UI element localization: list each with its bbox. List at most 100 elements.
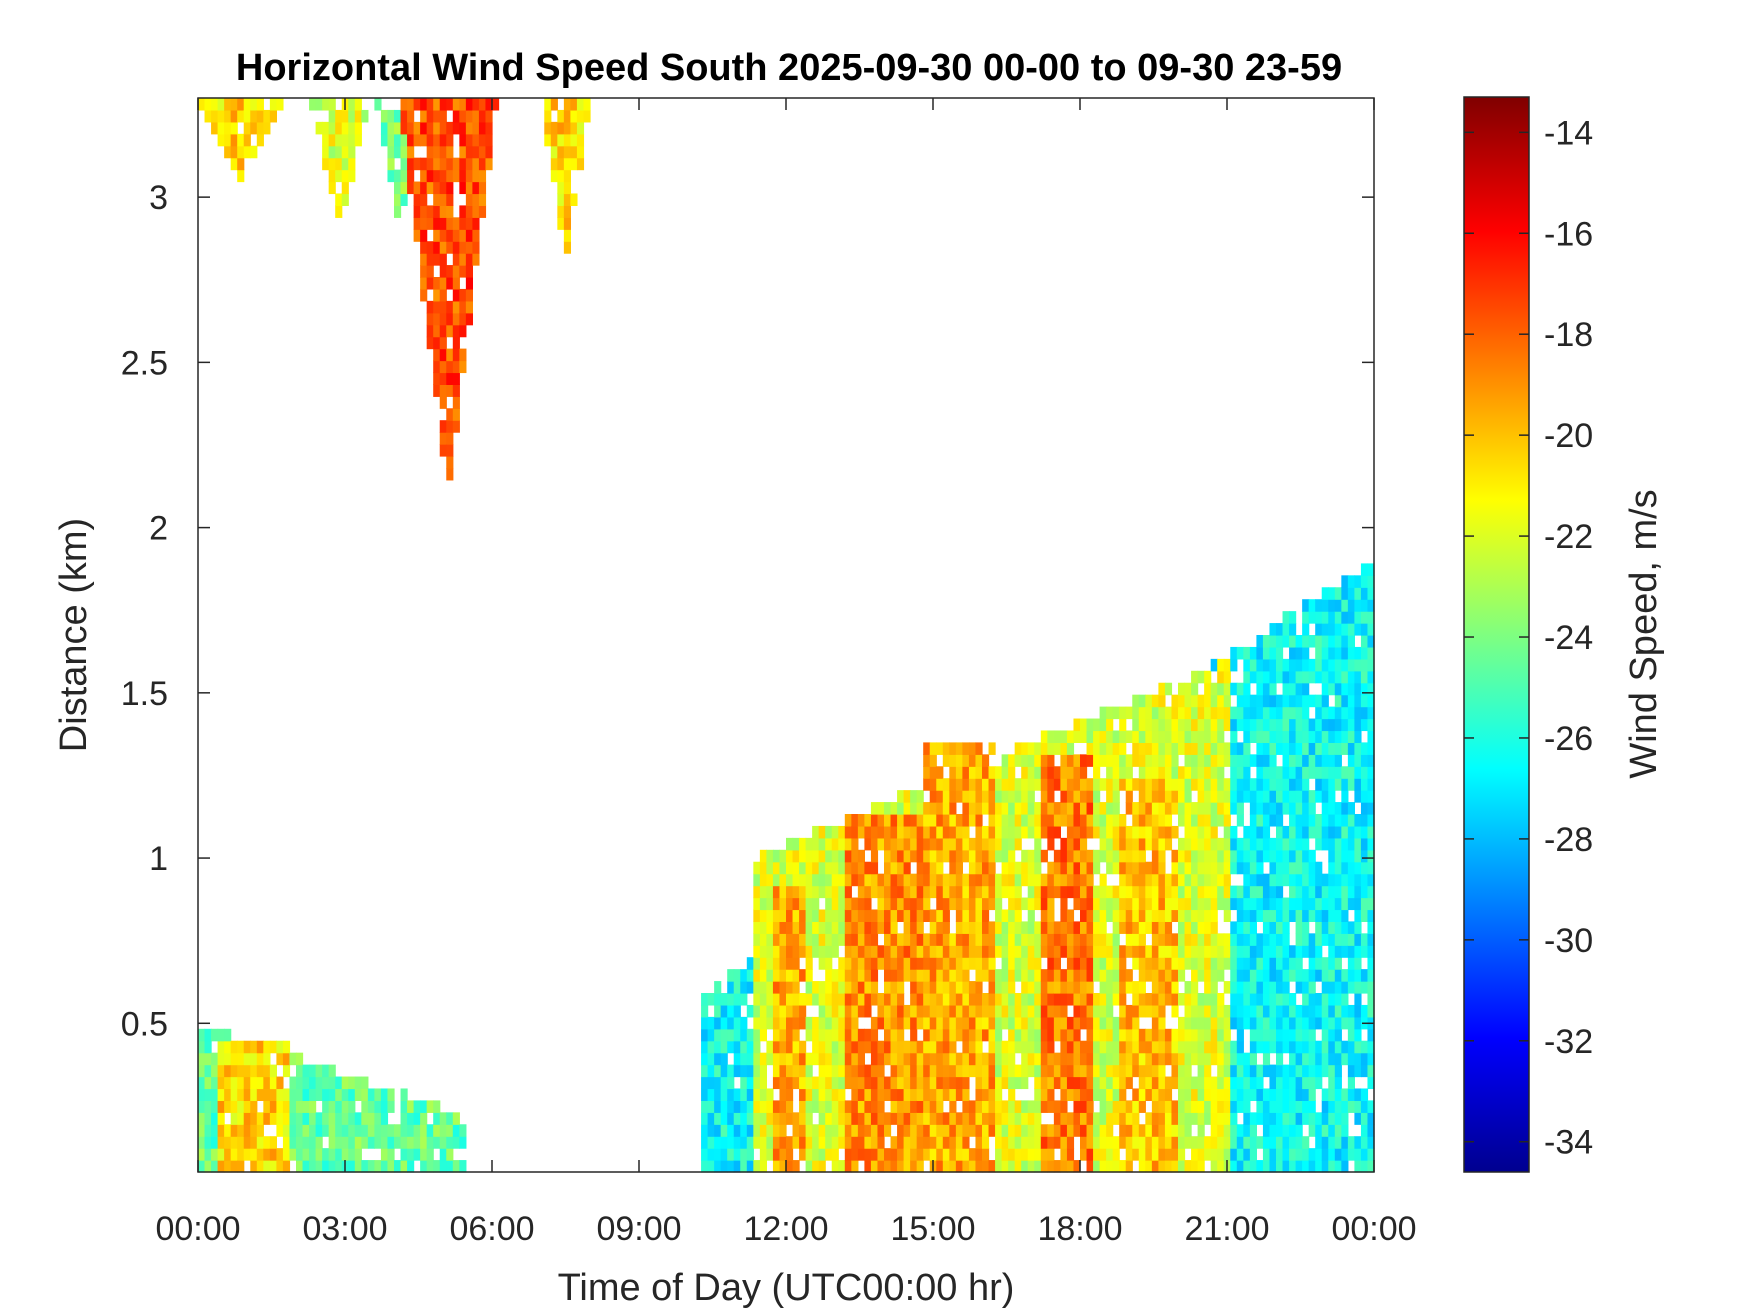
- heatmap-cell: [1210, 706, 1218, 720]
- heatmap-cell: [1171, 981, 1179, 994]
- heatmap-cell: [831, 885, 839, 899]
- heatmap-cell: [1262, 969, 1271, 982]
- heatmap-cell: [1040, 742, 1048, 755]
- heatmap-cell: [857, 1064, 865, 1078]
- heatmap-cell: [1158, 981, 1166, 994]
- heatmap-cell: [701, 1040, 709, 1054]
- heatmap-cell: [740, 1064, 748, 1078]
- heatmap-cell: [243, 109, 251, 123]
- heatmap-cell: [439, 432, 447, 445]
- heatmap-cell: [1204, 1076, 1212, 1090]
- heatmap-cell: [1367, 778, 1375, 791]
- heatmap-cell: [844, 1028, 852, 1042]
- heatmap-cell: [844, 1076, 852, 1090]
- heatmap-cell: [1053, 1100, 1061, 1113]
- heatmap-cell: [759, 909, 767, 922]
- heatmap-cell: [1347, 682, 1355, 696]
- heatmap-cell: [982, 825, 990, 839]
- heatmap-cell: [838, 1136, 846, 1149]
- heatmap-cell: [1021, 1028, 1029, 1042]
- heatmap-cell: [1093, 1004, 1101, 1018]
- heatmap-cell: [1145, 1064, 1153, 1078]
- heatmap-cell: [1066, 1124, 1075, 1137]
- heatmap-cell: [884, 957, 892, 970]
- heatmap-cell: [1171, 1052, 1179, 1066]
- heatmap-cell: [1047, 873, 1055, 887]
- heatmap-cell: [786, 1112, 794, 1125]
- heatmap-cell: [1262, 646, 1271, 660]
- heatmap-cell: [1269, 1100, 1277, 1113]
- heatmap-cell: [1256, 969, 1264, 982]
- heatmap-cell: [1164, 957, 1173, 970]
- heatmap-cell: [1308, 718, 1316, 732]
- heatmap-cell: [1060, 790, 1068, 803]
- heatmap-cell: [413, 98, 421, 111]
- heatmap-cell: [1112, 1100, 1120, 1113]
- heatmap-cell: [1354, 599, 1362, 612]
- x-tick-label: 12:00: [743, 1210, 828, 1248]
- heatmap-cell: [1125, 754, 1133, 767]
- heatmap-cell: [929, 742, 937, 755]
- heatmap-cell: [1171, 957, 1179, 970]
- heatmap-cell: [485, 145, 493, 159]
- heatmap-cell: [1066, 1052, 1075, 1066]
- heatmap-cell: [263, 1040, 271, 1054]
- heatmap-cell: [1256, 670, 1264, 684]
- heatmap-cell: [897, 945, 905, 958]
- x-axis-label: Time of Day (UTC00:00 hr): [558, 1267, 1015, 1309]
- heatmap-cell: [1125, 1100, 1133, 1113]
- heatmap-cell: [315, 1112, 323, 1125]
- heatmap-cell: [1256, 790, 1264, 803]
- heatmap-cell: [740, 1088, 748, 1101]
- heatmap-cell: [916, 1100, 924, 1113]
- heatmap-cell: [452, 253, 460, 266]
- heatmap-cell: [995, 1112, 1003, 1125]
- heatmap-cell: [1341, 730, 1349, 743]
- heatmap-cell: [1138, 1100, 1146, 1113]
- heatmap-cell: [1289, 706, 1297, 720]
- heatmap-cell: [1001, 945, 1009, 958]
- heatmap-cell: [1008, 849, 1016, 863]
- heatmap-cell: [1158, 718, 1166, 732]
- heatmap-cell: [1014, 1136, 1022, 1149]
- heatmap-cell: [753, 1052, 761, 1066]
- heatmap-cell: [714, 1040, 722, 1054]
- heatmap-cell: [1184, 993, 1192, 1006]
- heatmap-cell: [1262, 837, 1271, 851]
- heatmap-cell: [380, 1100, 389, 1113]
- heatmap-cell: [870, 849, 879, 863]
- heatmap-cell: [459, 300, 467, 314]
- heatmap-cell: [1151, 933, 1159, 946]
- heatmap-cell: [400, 145, 408, 159]
- heatmap-cell: [759, 981, 767, 994]
- heatmap-cell: [1282, 1004, 1290, 1018]
- heatmap-cell: [570, 193, 578, 206]
- heatmap-cell: [1132, 1148, 1140, 1161]
- heatmap-cell: [1086, 1088, 1094, 1101]
- heatmap-cell: [1138, 1088, 1146, 1101]
- heatmap-cell: [478, 193, 487, 206]
- heatmap-cell: [759, 897, 767, 911]
- heatmap-cell: [1269, 706, 1277, 720]
- heatmap-cell: [982, 790, 990, 803]
- heatmap-cell: [1367, 909, 1375, 922]
- heatmap-cell: [1321, 718, 1329, 732]
- heatmap-cell: [942, 849, 950, 863]
- heatmap-cell: [263, 1160, 271, 1173]
- heatmap-cell: [1236, 778, 1244, 791]
- heatmap-cell: [1210, 969, 1218, 982]
- heatmap-cell: [1145, 1040, 1153, 1054]
- heatmap-cell: [1099, 873, 1107, 887]
- heatmap-cell: [1034, 885, 1042, 899]
- heatmap-cell: [446, 300, 454, 314]
- heatmap-cell: [1066, 969, 1075, 982]
- heatmap-cell: [903, 1124, 911, 1137]
- heatmap-cell: [884, 1016, 892, 1030]
- heatmap-cell: [1230, 1124, 1238, 1137]
- heatmap-cell: [1151, 1124, 1159, 1137]
- heatmap-cell: [1367, 969, 1375, 982]
- heatmap-cell: [400, 1136, 408, 1149]
- heatmap-cell: [792, 993, 800, 1006]
- heatmap-cell: [1034, 1160, 1042, 1173]
- heatmap-cell: [1262, 730, 1271, 743]
